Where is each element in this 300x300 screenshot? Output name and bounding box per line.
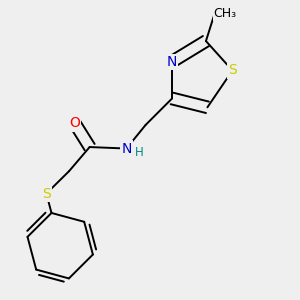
Text: CH₃: CH₃ bbox=[214, 7, 237, 20]
Text: N: N bbox=[167, 55, 177, 69]
Text: S: S bbox=[42, 187, 51, 201]
Text: H: H bbox=[135, 146, 144, 159]
Text: O: O bbox=[70, 116, 80, 130]
Text: S: S bbox=[228, 64, 237, 77]
Text: N: N bbox=[121, 142, 132, 155]
